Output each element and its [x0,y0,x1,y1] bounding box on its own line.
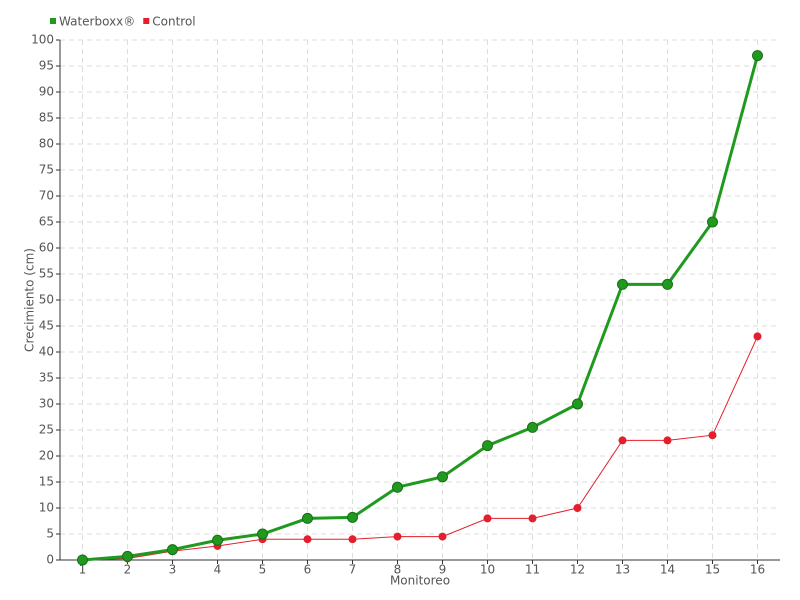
x-tick-label: 13 [615,563,630,577]
data-point [393,532,402,541]
y-tick-label: 85 [39,111,54,125]
legend-label: Waterboxx® [59,15,135,29]
x-tick-label: 1 [79,563,87,577]
data-point [482,440,493,452]
y-tick-label: 10 [39,501,54,515]
y-tick-label: 75 [39,163,54,177]
x-tick-label: 3 [169,563,177,577]
y-axis-label: Crecimiento (cm) [23,248,37,352]
legend-label: Control [152,15,195,29]
y-tick-label: 15 [39,475,54,489]
y-tick-label: 35 [39,371,54,385]
data-point [122,550,133,562]
y-tick-label: 20 [39,449,54,463]
x-tick-label: 12 [570,563,585,577]
data-point [708,431,717,440]
y-tick-label: 90 [39,85,54,99]
data-point [618,436,627,445]
y-tick-label: 65 [39,215,54,229]
data-point [662,278,673,290]
x-tick-label: 11 [525,563,540,577]
y-tick-label: 70 [39,189,54,203]
y-tick-label: 30 [39,397,54,411]
x-tick-label: 7 [349,563,357,577]
data-point [392,481,403,493]
x-tick-label: 15 [705,563,720,577]
legend-swatch [50,18,56,24]
data-point [663,436,672,445]
y-tick-label: 5 [46,527,54,541]
series-line [82,55,759,562]
y-tick-label: 45 [39,319,54,333]
x-tick-label: 14 [660,563,675,577]
data-point [77,554,88,566]
data-point [753,332,762,341]
data-point [347,511,358,523]
y-tick-label: 40 [39,345,54,359]
data-point [483,514,492,523]
data-point [438,532,447,541]
x-tick-label: 2 [124,563,132,577]
data-point [437,471,448,483]
x-axis-label: Monitoreo [390,574,450,588]
data-point [573,504,582,512]
data-point [302,512,313,524]
y-tick-label: 95 [39,59,54,73]
series-line [82,336,758,561]
y-tick-label: 25 [39,423,54,437]
x-tick-label: 8 [394,563,402,577]
data-point [527,421,538,433]
legend-swatch [143,18,150,24]
y-tick-label: 80 [39,137,54,151]
x-tick-label: 16 [750,563,765,577]
data-point [617,278,628,290]
x-tick-label: 9 [439,563,447,577]
data-point [212,534,223,546]
data-point [572,398,583,410]
data-point [707,216,718,228]
data-point [528,514,537,523]
x-tick-label: 10 [480,563,495,577]
data-point [257,528,268,540]
x-tick-label: 4 [214,563,222,577]
y-tick-label: 60 [39,241,54,255]
x-tick-label: 5 [259,563,267,577]
data-point [752,50,763,62]
data-point [167,544,178,556]
y-tick-label: 100 [31,33,54,47]
y-tick-label: 55 [39,267,54,281]
data-point [303,535,312,544]
y-tick-label: 50 [39,293,54,307]
data-point [348,535,357,544]
y-tick-label: 0 [46,553,54,567]
x-tick-label: 6 [304,563,312,577]
